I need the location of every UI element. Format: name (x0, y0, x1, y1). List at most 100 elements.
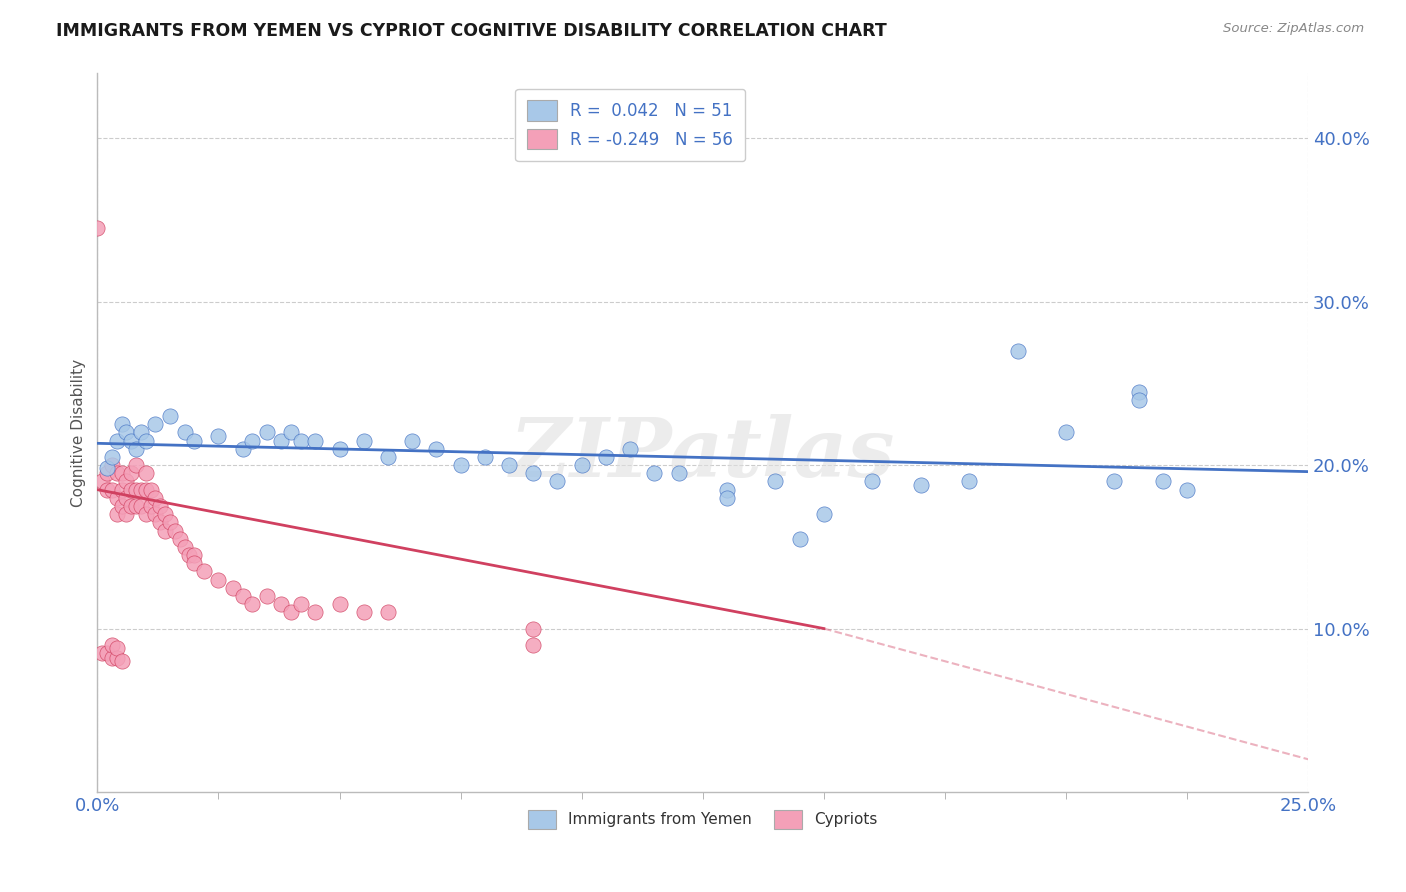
Point (668, 467, 690, 481)
Point (139, 483, 162, 497)
Point (105, 651, 128, 665)
Point (270, 434, 292, 448)
Point (110, 417, 132, 432)
Point (450, 458, 472, 472)
Point (110, 499, 132, 513)
Point (145, 417, 167, 432)
Point (120, 499, 142, 513)
Point (183, 556, 205, 570)
Point (115, 425, 138, 440)
Point (159, 516, 181, 530)
Point (163, 524, 186, 538)
Point (91, 646, 114, 660)
Point (173, 540, 195, 554)
Point (571, 458, 593, 472)
Point (232, 589, 254, 603)
Point (498, 458, 520, 472)
Point (96, 461, 118, 475)
Point (169, 532, 191, 546)
Point (120, 467, 142, 481)
Point (304, 605, 326, 619)
Text: IMMIGRANTS FROM YEMEN VS CYPRIOT COGNITIVE DISABILITY CORRELATION CHART: IMMIGRANTS FROM YEMEN VS CYPRIOT COGNITI… (56, 22, 887, 40)
Point (105, 467, 128, 481)
Point (145, 491, 167, 505)
Point (1128, 392, 1150, 407)
Point (105, 507, 128, 521)
Point (280, 605, 302, 619)
Point (1152, 475, 1174, 489)
Y-axis label: Cognitive Disability: Cognitive Disability (72, 359, 86, 507)
Point (149, 499, 172, 513)
Point (595, 450, 617, 464)
Point (110, 654, 132, 668)
Point (115, 491, 138, 505)
Point (125, 483, 148, 497)
Point (860, 475, 883, 489)
Point (377, 450, 399, 464)
Point (86, 221, 108, 235)
Point (377, 605, 399, 619)
Point (96, 483, 118, 497)
Point (222, 581, 245, 595)
Point (425, 442, 447, 456)
Point (1175, 483, 1198, 497)
Text: ZIPatlas: ZIPatlas (510, 414, 896, 494)
Point (207, 573, 229, 587)
Point (716, 483, 738, 497)
Point (101, 651, 124, 665)
Point (1128, 384, 1150, 399)
Point (290, 434, 312, 448)
Text: Source: ZipAtlas.com: Source: ZipAtlas.com (1223, 22, 1364, 36)
Point (115, 507, 138, 521)
Point (240, 434, 263, 448)
Point (173, 425, 195, 440)
Point (280, 425, 302, 440)
Point (125, 442, 148, 456)
Point (207, 428, 229, 442)
Point (135, 507, 157, 521)
Point (105, 434, 128, 448)
Point (183, 434, 205, 448)
Point (153, 507, 176, 521)
Point (813, 507, 835, 521)
Point (129, 425, 152, 440)
Point (129, 483, 152, 497)
Point (101, 638, 124, 652)
Point (522, 622, 544, 636)
Point (1054, 425, 1077, 440)
Point (105, 491, 128, 505)
Point (328, 597, 350, 611)
Point (115, 475, 138, 489)
Point (135, 483, 157, 497)
Point (1007, 343, 1029, 358)
Point (153, 524, 176, 538)
Point (910, 477, 932, 491)
Point (957, 475, 980, 489)
Legend: Immigrants from Yemen, Cypriots: Immigrants from Yemen, Cypriots (522, 804, 883, 835)
Point (401, 434, 423, 448)
Point (139, 499, 162, 513)
Point (101, 458, 124, 472)
Point (101, 450, 124, 464)
Point (716, 491, 738, 505)
Point (240, 597, 263, 611)
Point (183, 548, 205, 562)
Point (135, 467, 157, 481)
Point (125, 499, 148, 513)
Point (474, 450, 496, 464)
Point (328, 442, 350, 456)
Point (145, 507, 167, 521)
Point (353, 605, 375, 619)
Point (110, 467, 132, 481)
Point (159, 409, 181, 424)
Point (193, 565, 215, 579)
Point (105, 641, 128, 656)
Point (120, 434, 142, 448)
Point (96, 467, 118, 481)
Point (522, 638, 544, 652)
Point (765, 475, 787, 489)
Point (522, 467, 544, 481)
Point (353, 434, 375, 448)
Point (546, 475, 568, 489)
Point (101, 483, 124, 497)
